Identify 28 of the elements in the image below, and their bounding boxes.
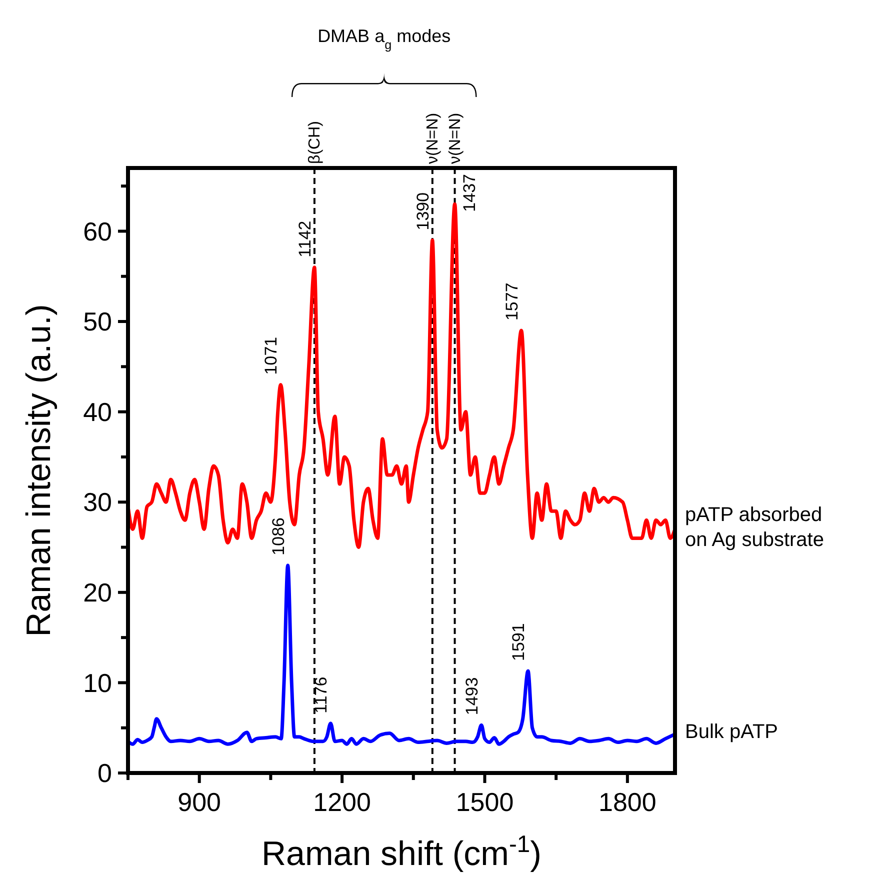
y-tick-label: 60 [83,216,112,246]
ref-line-label: ν(N=N) [446,112,464,164]
annotation: 1591 [509,623,528,661]
y-axis-title: Raman intensity (a.u.) [20,304,58,637]
annotation: 1577 [502,282,522,321]
x-tick-label: 900 [178,787,222,817]
x-tick-label: 1800 [598,787,656,817]
y-tick-label: 30 [83,487,112,518]
y-tick-label: 10 [83,668,112,698]
y-tick-label: 20 [83,578,112,608]
annotation: 1437 [460,174,479,212]
x-tick-label: 1500 [456,787,514,817]
ref-line-label: β(CH) [306,121,324,164]
annotation: 1086 [268,517,288,556]
x-tick-label: 1200 [313,787,371,817]
series-label: Bulk pATP [685,721,778,744]
annotation: 1390 [413,192,432,230]
annotation: 1142 [295,220,314,258]
annotation: 1493 [462,677,482,716]
y-tick-label: 50 [83,306,112,337]
y-tick-label: 40 [83,396,112,427]
annotation: 1176 [312,676,331,714]
series-label: pATP absorbed on Ag substrate [685,504,824,552]
y-tick-label: 0 [98,758,112,788]
ref-line-label: ν(N=N) [424,112,442,164]
x-axis-title: Raman shift (cm$^{-1}$) [262,830,542,873]
annotation: 1071 [262,336,281,375]
text: DMAB a$_{g}$ modes [318,26,451,52]
